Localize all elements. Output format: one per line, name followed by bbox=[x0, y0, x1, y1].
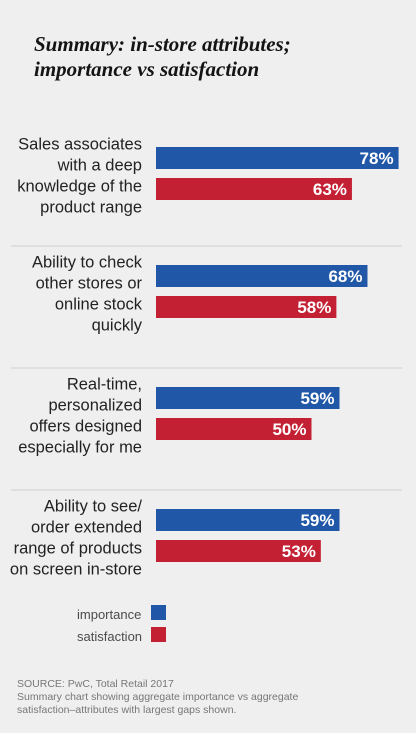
source-line: Summary chart showing aggregate importan… bbox=[17, 691, 299, 703]
category-label: with a deep bbox=[57, 157, 142, 175]
importance-bar bbox=[156, 387, 340, 409]
source-note: SOURCE: PwC, Total Retail 2017 Summary c… bbox=[17, 678, 298, 717]
bar-value-label: 78% bbox=[360, 149, 394, 168]
source-line: SOURCE: PwC, Total Retail 2017 bbox=[17, 678, 174, 690]
category-label: knowledge of the bbox=[17, 178, 142, 196]
legend-swatch bbox=[151, 605, 166, 620]
importance-bar bbox=[156, 265, 368, 287]
category-label: order extended bbox=[31, 519, 142, 537]
importance-bar bbox=[156, 509, 340, 531]
category-label: personalized bbox=[48, 397, 142, 415]
legend-swatch bbox=[151, 627, 166, 642]
category-label: Real-time, bbox=[67, 376, 142, 394]
satisfaction-bar bbox=[156, 178, 352, 200]
category-label: quickly bbox=[92, 317, 143, 335]
source-line: satisfaction–attributes with largest gap… bbox=[17, 704, 237, 716]
bar-value-label: 63% bbox=[313, 180, 347, 199]
bar-value-label: 59% bbox=[300, 389, 334, 408]
chart-title: Summary: in-store attributes; importance… bbox=[34, 32, 291, 82]
category-label: Ability to check bbox=[32, 254, 143, 272]
importance-bar bbox=[156, 147, 399, 169]
bar-value-label: 50% bbox=[272, 420, 306, 439]
category-label: range of products bbox=[14, 540, 142, 558]
satisfaction-bar bbox=[156, 540, 321, 562]
legend-label: importance bbox=[77, 607, 141, 622]
category-label: offers designed bbox=[29, 418, 142, 436]
category-label: Sales associates bbox=[18, 136, 142, 154]
category-label: Ability to see/ bbox=[44, 498, 143, 516]
bar-value-label: 68% bbox=[328, 267, 362, 286]
category-label: on screen in-store bbox=[10, 561, 142, 579]
legend-label: satisfaction bbox=[77, 629, 142, 644]
category-label: online stock bbox=[55, 296, 143, 314]
satisfaction-bar bbox=[156, 296, 337, 318]
chart-title-line: importance vs satisfaction bbox=[34, 57, 260, 81]
category-label: especially for me bbox=[18, 439, 142, 457]
category-label: other stores or bbox=[36, 275, 143, 293]
bar-value-label: 58% bbox=[297, 298, 331, 317]
chart-title-line: Summary: in-store attributes; bbox=[34, 32, 291, 56]
bar-value-label: 59% bbox=[300, 511, 334, 530]
category-label: product range bbox=[40, 199, 142, 217]
satisfaction-bar bbox=[156, 418, 312, 440]
bar-value-label: 53% bbox=[282, 542, 316, 561]
